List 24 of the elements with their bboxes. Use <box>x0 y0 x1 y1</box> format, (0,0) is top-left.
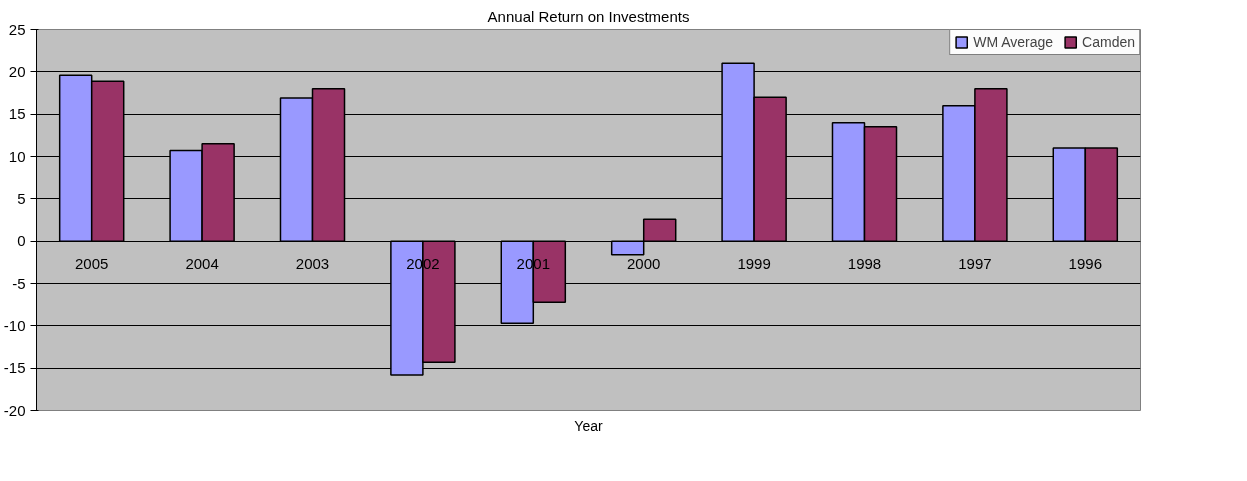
y-tick-label: -10 <box>3 316 26 334</box>
y-tick-label: 25 <box>8 20 26 38</box>
y-tick-label: -15 <box>3 359 26 377</box>
y-tick-label: 20 <box>8 62 26 80</box>
legend-label: WM Average <box>973 34 1054 50</box>
legend-label: Camden <box>1082 34 1135 50</box>
x-tick-label: 2005 <box>75 255 109 273</box>
x-tick-label: 2002 <box>406 255 440 273</box>
x-tick-label: 1998 <box>847 255 882 273</box>
y-tick-label: -5 <box>12 274 26 292</box>
y-tick-label: 15 <box>8 105 26 123</box>
x-tick-label: 1997 <box>958 255 992 273</box>
x-tick-label: 1996 <box>1068 255 1102 273</box>
y-tick-label: 10 <box>8 147 26 165</box>
x-tick-label: 2003 <box>295 255 330 273</box>
y-tick-label: 5 <box>17 189 26 207</box>
x-tick-label: 2001 <box>516 255 550 273</box>
y-tick-label: 0 <box>17 232 26 250</box>
x-tick-label: 2000 <box>627 255 661 273</box>
x-tick-label: 1999 <box>737 255 771 273</box>
y-tick-label: -20 <box>3 401 26 419</box>
chart-title: Annual Return on Investments <box>487 7 690 25</box>
x-tick-label: 2004 <box>185 255 219 273</box>
x-axis-title: Year <box>574 417 603 434</box>
